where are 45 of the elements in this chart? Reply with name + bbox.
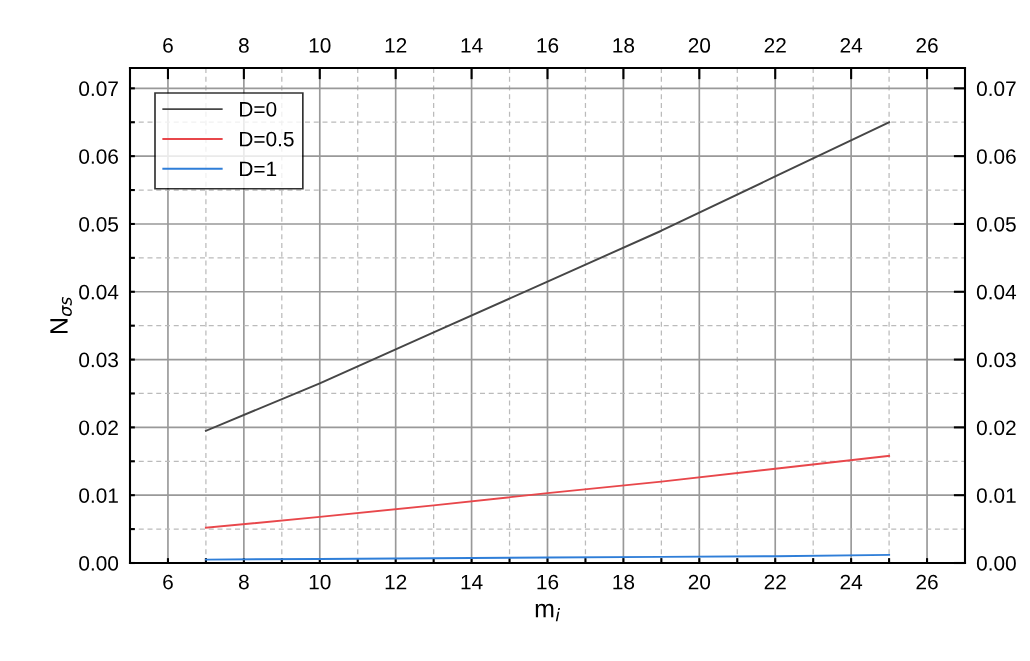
x-axis-title: m$_{i}$ <box>535 603 560 622</box>
x2-tick-label: 16 <box>537 38 559 53</box>
y2-tick-label: 0.05 <box>976 216 1016 232</box>
x2-tick-label: 22 <box>764 38 786 53</box>
x2-tick-label: 18 <box>613 38 635 53</box>
line-series <box>204 454 891 529</box>
x-tick-label: 8 <box>238 574 249 590</box>
line-series <box>204 121 891 432</box>
x-tick-label: 24 <box>840 574 863 590</box>
y-axis-title: N$_{σs}$ <box>50 296 72 334</box>
x-tick-label: 16 <box>537 574 559 590</box>
legend-label: D=0.5 <box>240 131 294 147</box>
y-tick-label: 0.03 <box>79 352 118 368</box>
y2-tick-label: 0.03 <box>976 352 1016 368</box>
legend-label: D=1 <box>240 161 277 177</box>
x2-tick-label: 6 <box>163 38 173 53</box>
x-tick-label: 6 <box>163 574 173 590</box>
x-tick-label: 20 <box>688 574 711 590</box>
y-tick-label: 0.02 <box>79 420 118 436</box>
x2-tick-label: 14 <box>461 38 483 53</box>
y2-tick-label: 0.07 <box>976 81 1016 97</box>
y2-tick-label: 0.02 <box>976 420 1016 436</box>
y2-tick-label: 0.04 <box>976 284 1017 300</box>
x-tick-label: 22 <box>764 574 786 590</box>
y-tick-label: 0.07 <box>79 81 118 97</box>
x2-tick-label: 20 <box>688 38 711 53</box>
y-tick-label: 0.00 <box>79 556 119 571</box>
x2-tick-label: 12 <box>385 38 407 53</box>
y2-tick-label: 0.01 <box>976 488 1016 503</box>
x-tick-label: 10 <box>309 574 331 590</box>
y-tick-label: 0.04 <box>79 284 119 300</box>
y-tick-label: 0.05 <box>79 216 119 232</box>
x-tick-label: 14 <box>461 574 483 590</box>
y2-tick-label: 0.06 <box>976 149 1016 164</box>
x2-tick-label: 10 <box>309 38 331 53</box>
x2-tick-label: 8 <box>238 38 249 53</box>
legend-label: D=0 <box>240 101 277 117</box>
y-tick-label: 0.01 <box>79 488 118 503</box>
x-tick-label: 18 <box>613 574 635 590</box>
x2-tick-label: 26 <box>916 38 938 53</box>
x-tick-label: 26 <box>916 574 938 590</box>
y-tick-label: 0.06 <box>79 149 118 164</box>
x2-tick-label: 24 <box>840 38 863 53</box>
x-tick-label: 12 <box>385 574 407 590</box>
y2-tick-label: 0.00 <box>976 556 1016 571</box>
